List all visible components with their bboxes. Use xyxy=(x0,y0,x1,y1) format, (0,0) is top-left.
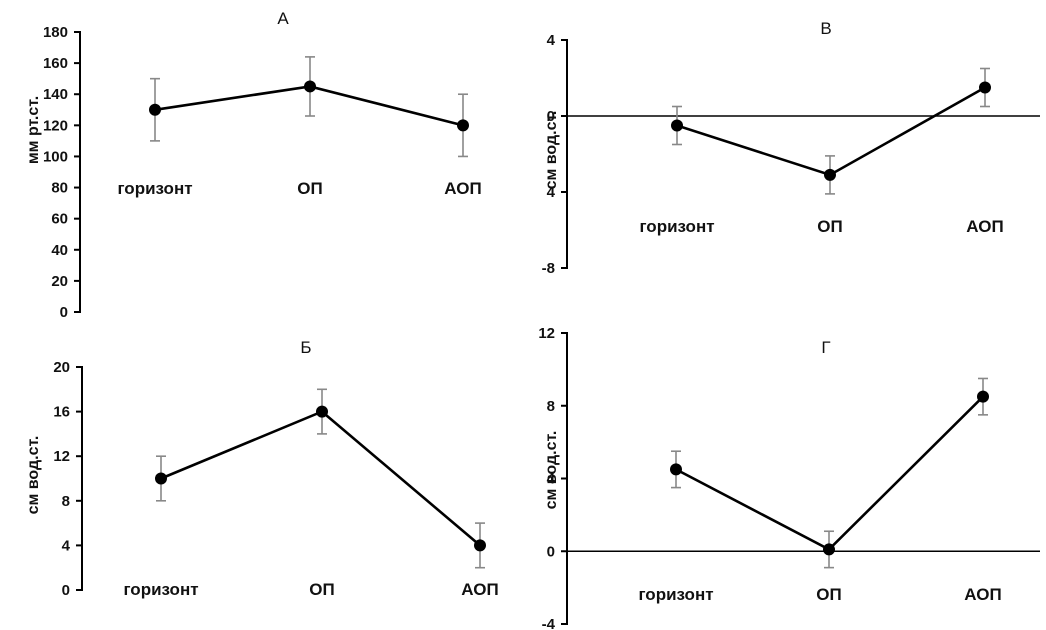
category-label: ОП xyxy=(309,580,334,599)
data-point xyxy=(149,103,161,116)
y-axis-label: мм рт.ст. xyxy=(25,96,42,164)
y-tick-label: 100 xyxy=(43,148,68,165)
category-label: АОП xyxy=(461,580,499,599)
data-point xyxy=(824,168,836,181)
category-label: АОП xyxy=(964,585,1002,604)
category-label: ОП xyxy=(817,217,842,236)
chart-title: Г xyxy=(821,338,830,357)
y-tick-label: 140 xyxy=(43,86,68,103)
category-label: горизонт xyxy=(117,179,192,198)
chart-title: А xyxy=(277,9,289,28)
data-point xyxy=(304,80,316,93)
y-tick-label: 12 xyxy=(53,448,70,465)
chart-v: -8 4 0 4 Всм вод.ст. горизонт ОП АОП xyxy=(542,19,1040,277)
y-tick-label: 4 xyxy=(62,537,71,554)
y-tick-label: -8 xyxy=(542,260,555,277)
category-label: горизонт xyxy=(639,217,714,236)
data-point xyxy=(316,405,328,418)
y-tick-label: 16 xyxy=(53,404,70,421)
category-label: горизонт xyxy=(638,585,713,604)
data-point xyxy=(979,81,991,94)
category-label: ОП xyxy=(297,179,322,198)
y-axis-label: см вод.ст. xyxy=(25,436,42,515)
chart-g: -4 0 4 8 12 Гсм вод.ст. горизонт ОП АОП xyxy=(538,325,1040,630)
data-point xyxy=(457,119,469,132)
data-point xyxy=(977,390,989,403)
category-label: АОП xyxy=(444,179,482,198)
data-point xyxy=(823,543,835,556)
chart-title: Б xyxy=(300,338,311,357)
y-tick-label: 8 xyxy=(62,493,70,510)
data-point xyxy=(155,472,167,485)
y-tick-label: 0 xyxy=(547,543,555,560)
data-point xyxy=(474,539,486,552)
y-tick-label: 120 xyxy=(43,117,68,134)
category-label: ОП xyxy=(816,585,841,604)
y-axis-label: см вод.ст. xyxy=(543,431,560,510)
y-tick-label: 0 xyxy=(60,304,68,321)
y-tick-label: 20 xyxy=(51,273,68,290)
y-tick-label: 20 xyxy=(53,359,70,376)
series-line xyxy=(675,395,984,552)
y-tick-label: 80 xyxy=(51,180,68,197)
series-line xyxy=(160,410,481,547)
y-tick-label: 12 xyxy=(538,325,555,342)
data-point xyxy=(671,119,683,132)
y-tick-label: 60 xyxy=(51,211,68,228)
y-tick-label: -4 xyxy=(542,616,556,630)
y-tick-label: 4 xyxy=(547,184,556,201)
category-label: горизонт xyxy=(123,580,198,599)
series-line xyxy=(676,86,986,177)
y-tick-label: 0 xyxy=(547,108,555,125)
data-point xyxy=(670,463,682,476)
chart-a: 0 20 40 60 80 100 120 140 160 180 Амм рт.ст. горизо… xyxy=(25,9,482,321)
y-tick-label: 4 xyxy=(547,32,556,49)
y-tick-label: 4 xyxy=(547,471,556,488)
y-tick-label: 40 xyxy=(51,242,68,259)
chart-title: В xyxy=(820,19,831,38)
y-tick-label: 0 xyxy=(62,582,70,599)
category-label: АОП xyxy=(966,217,1004,236)
y-tick-label: 160 xyxy=(43,55,68,72)
y-axis-label: см вод.ст. xyxy=(543,111,560,190)
chart-b: 0 4 8 12 16 20 Бсм вод.ст. горизонт ОП АОП xyxy=(25,338,499,599)
y-tick-label: 8 xyxy=(547,398,555,415)
y-tick-label: 180 xyxy=(43,24,68,41)
